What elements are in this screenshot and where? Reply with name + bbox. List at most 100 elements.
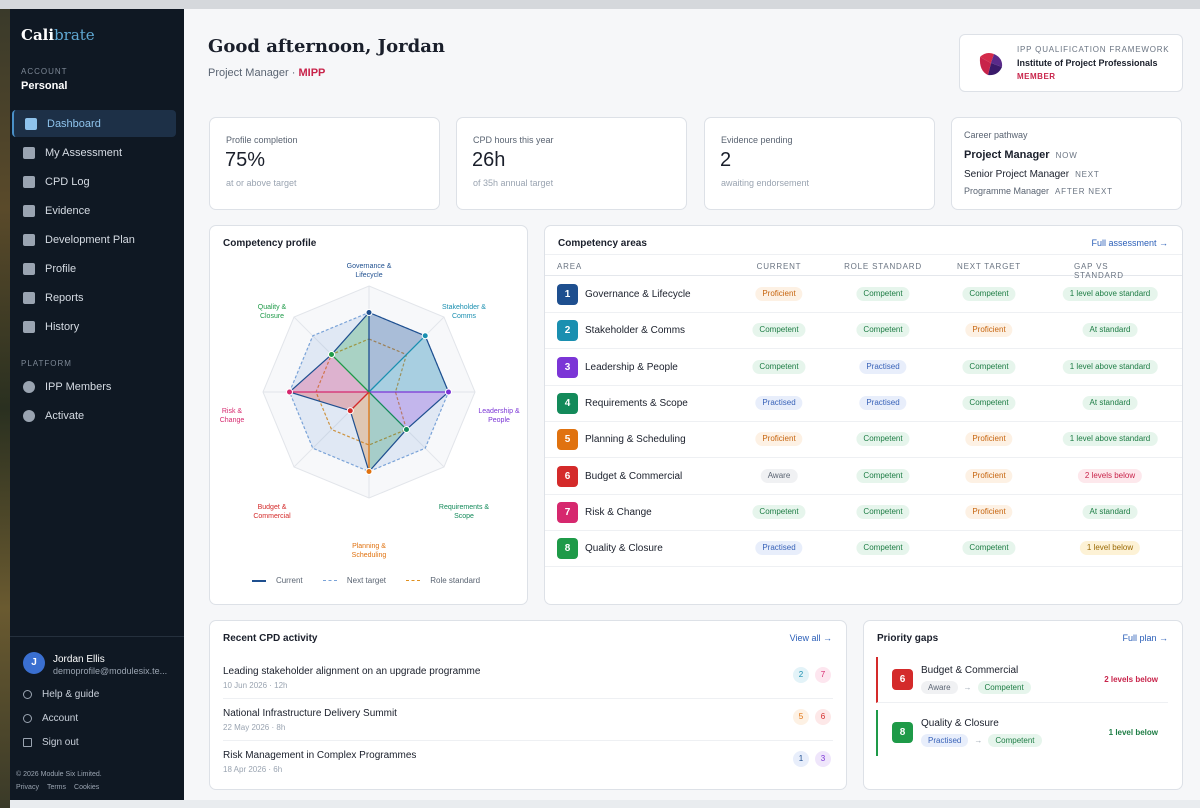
kpi-subtitle: awaiting endorsement: [721, 178, 810, 188]
user-name: Jordan Ellis: [53, 654, 105, 665]
gap-status-pill: 1 level above standard: [1062, 359, 1158, 374]
privacy-link[interactable]: Privacy: [16, 784, 39, 791]
radar-legend: Current Next target Role standard: [210, 576, 528, 585]
help-link[interactable]: Help & guide: [23, 689, 99, 700]
app-logo[interactable]: Calibrate: [21, 26, 95, 44]
avatar[interactable]: J: [23, 652, 45, 674]
kpi-cpd-hours[interactable]: CPD hours this year 26h of 35h annual targ…: [456, 117, 687, 210]
priority-gaps-card: Priority gaps Full plan → 6 Budget & Com…: [863, 620, 1183, 790]
full-plan-link[interactable]: Full plan →: [1122, 633, 1168, 643]
area-number-badge: 4: [557, 392, 578, 414]
kpi-value: 26h: [472, 149, 506, 171]
cpd-title: Risk Management in Complex Programmes: [223, 750, 417, 761]
priority-gap-item[interactable]: 6 Budget & Commercial Aware → Competent 2 …: [876, 657, 1168, 703]
current-level-pill: Competent: [752, 359, 806, 374]
account-switcher[interactable]: Personal: [21, 80, 68, 92]
radar-current-spoke: [349, 391, 370, 412]
current-level-pill: Practised: [755, 541, 803, 556]
next-target-pill: Proficient: [965, 504, 1013, 519]
platform-label: PLATFORM: [21, 359, 72, 368]
sidebar-item-reports[interactable]: Reports: [12, 284, 176, 311]
career-pathway-card[interactable]: Career pathway Project Manager NOW Senior…: [951, 117, 1182, 210]
table-row[interactable]: 4 Requirements & Scope Practised Practis…: [545, 386, 1182, 422]
radar-axis-label: Governance & Lifecycle: [347, 263, 392, 279]
gap-from-pill: Practised: [921, 734, 969, 747]
gap-status-pill: At standard: [1082, 504, 1138, 519]
sidebar-divider: [10, 636, 184, 637]
area-tag: 3: [815, 751, 831, 767]
person-icon: [23, 262, 35, 275]
table-row[interactable]: 5 Planning & Scheduling Proficient Compe…: [545, 422, 1182, 459]
account-label: ACCOUNT: [21, 67, 68, 76]
next-target-pill: Competent: [962, 541, 1016, 556]
sidebar-item-ipp-members[interactable]: IPP Members: [12, 373, 176, 400]
radar-current-segment: [369, 312, 426, 392]
cpd-meta: 10 Jun 2026 · 12h: [223, 681, 288, 690]
copyright: © 2026 Module Six Limited.: [16, 771, 102, 778]
sign-out-link[interactable]: Sign out: [23, 737, 79, 748]
table-row[interactable]: 6 Budget & Commercial Aware Competent Pr…: [545, 459, 1182, 495]
footer-links: Privacy Terms Cookies: [16, 784, 107, 791]
radar-current-spoke: [368, 335, 426, 393]
table-row[interactable]: 2 Stakeholder & Comms Competent Competen…: [545, 313, 1182, 350]
radar-current-point: [365, 468, 373, 475]
radar-axis-label: Budget & Commercial: [253, 504, 291, 520]
gap-area-name: Budget & Commercial: [921, 665, 1019, 676]
kpi-subtitle: at or above target: [226, 178, 297, 188]
pathway-next: Senior Project Manager NEXT: [964, 169, 1100, 180]
main-content: Good afternoon, Jordan Project Manager ·…: [184, 9, 1200, 800]
table-row[interactable]: 1 Governance & Lifecycle Proficient Comp…: [545, 277, 1182, 313]
ipp-membership-card[interactable]: IPP QUALIFICATION FRAMEWORK Institute of…: [959, 34, 1183, 92]
gap-status-pill: 1 level above standard: [1062, 432, 1158, 447]
sidebar-item-cpd-log[interactable]: CPD Log: [12, 168, 176, 195]
radar-current-segment: [369, 335, 449, 392]
cpd-title: Leading stakeholder alignment on an upgr…: [223, 666, 481, 677]
ipp-member-badge: MEMBER: [1017, 72, 1056, 81]
area-name: Requirements & Scope: [585, 397, 688, 409]
legend-role-standard: Role standard: [406, 576, 486, 585]
table-row[interactable]: 3 Leadership & People Competent Practise…: [545, 350, 1182, 386]
current-level-pill: Proficient: [755, 287, 803, 301]
role-standard-pill: Competent: [856, 504, 910, 519]
sidebar-item-evidence[interactable]: Evidence: [12, 197, 176, 224]
role-standard-pill: Practised: [859, 395, 907, 410]
gap-status-pill: At standard: [1082, 323, 1138, 338]
next-target-pill: Competent: [962, 395, 1016, 410]
role-standard-pill: Competent: [856, 323, 910, 338]
desktop-background-strip: [0, 9, 10, 808]
kpi-profile-completion[interactable]: Profile completion 75% at or above target: [209, 117, 440, 210]
arrow-right-icon: →: [974, 736, 983, 745]
gap-progression: Aware → Competent: [921, 681, 1031, 694]
full-assessment-link[interactable]: Full assessment →: [1091, 238, 1168, 248]
area-number-badge: 3: [557, 356, 578, 378]
sidebar-item-profile[interactable]: Profile: [12, 255, 176, 282]
area-number-badge: 2: [557, 320, 578, 342]
view-all-link[interactable]: View all →: [789, 633, 832, 643]
check-circle-icon: [23, 146, 35, 159]
sidebar-item-development-plan[interactable]: Development Plan: [12, 226, 176, 253]
list-item[interactable]: Risk Management in Complex Programmes 18 …: [223, 743, 833, 783]
kpi-evidence-pending[interactable]: Evidence pending 2 awaiting endorsement: [704, 117, 935, 210]
gap-progression: Practised → Competent: [921, 734, 1042, 747]
priority-gap-item[interactable]: 8 Quality & Closure Practised → Competent …: [876, 710, 1168, 756]
gap-status: 2 levels below: [1104, 675, 1158, 684]
table-row[interactable]: 7 Risk & Change Competent Competent Prof…: [545, 495, 1182, 531]
list-item[interactable]: National Infrastructure Delivery Summit 2…: [223, 701, 833, 741]
cookies-link[interactable]: Cookies: [74, 784, 100, 791]
arrow-right-icon: →: [963, 683, 972, 692]
radar-current-point: [421, 332, 429, 340]
role-standard-pill: Competent: [856, 468, 910, 483]
sidebar-item-history[interactable]: History: [12, 313, 176, 340]
sidebar-item-my-assessment[interactable]: My Assessment: [12, 139, 176, 166]
cpd-meta: 22 May 2026 · 8h: [223, 723, 286, 732]
sidebar-item-dashboard[interactable]: Dashboard: [12, 110, 176, 137]
terms-link[interactable]: Terms: [46, 784, 67, 791]
account-link[interactable]: Account: [23, 713, 78, 724]
list-item[interactable]: Leading stakeholder alignment on an upgr…: [223, 659, 833, 699]
radar-axis-label: Planning & Scheduling: [352, 543, 387, 559]
kpi-title: Evidence pending: [721, 135, 793, 145]
area-number-badge: 6: [557, 465, 578, 487]
table-row[interactable]: 8 Quality & Closure Practised Competent …: [545, 531, 1182, 568]
sidebar-item-activate[interactable]: Activate: [12, 402, 176, 429]
radar-current-point: [365, 309, 373, 316]
